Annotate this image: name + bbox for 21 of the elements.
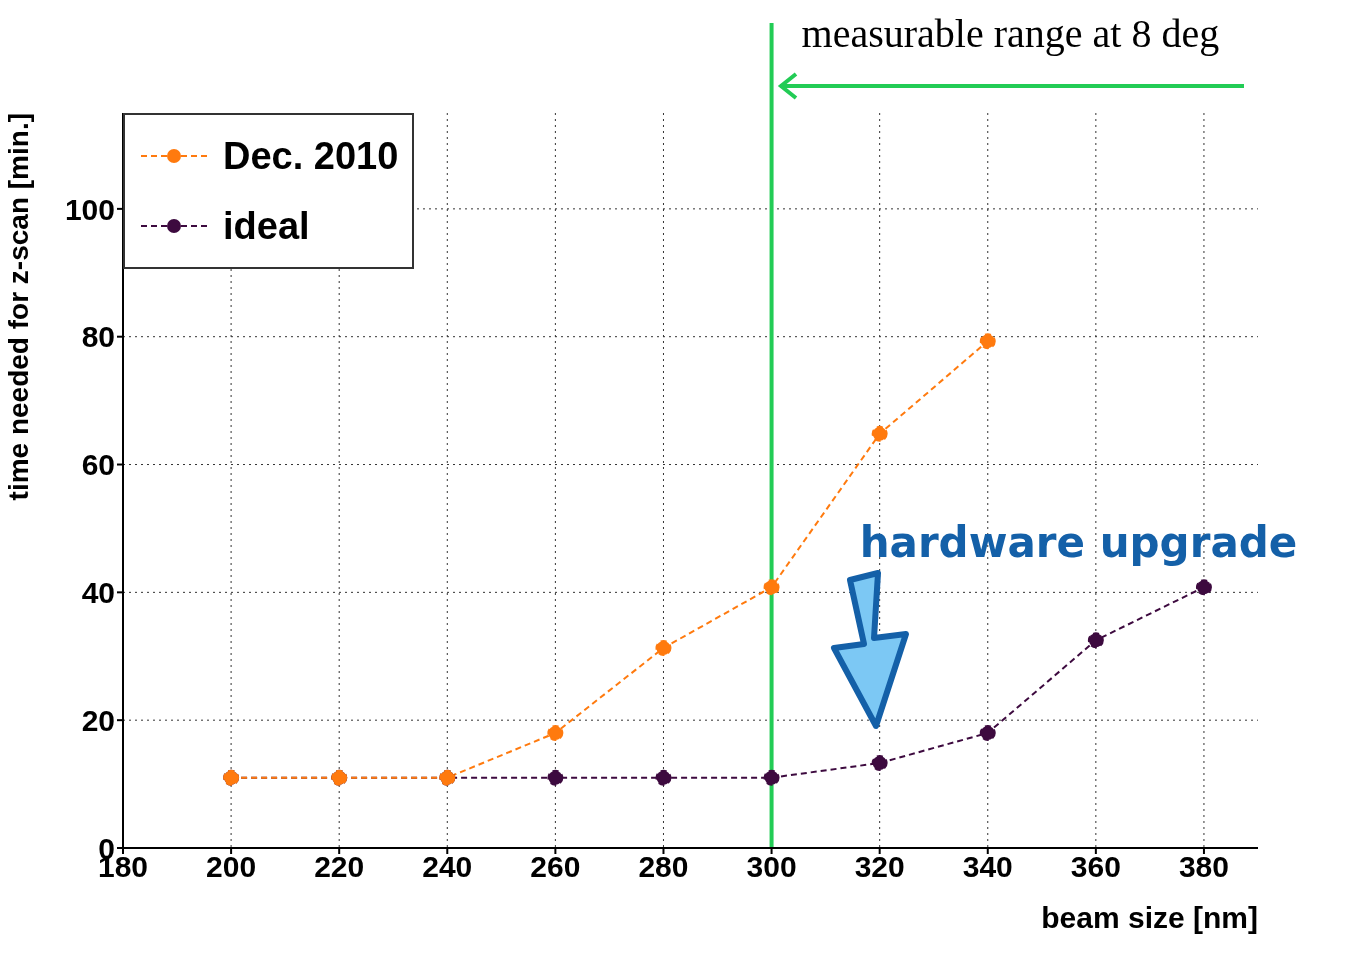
annotation: hardware upgrade	[859, 518, 1298, 567]
ref-line-label: measurable range at 8 deg	[801, 10, 1220, 57]
y-tick-label: 40	[81, 576, 115, 609]
y-tick-label: 20	[81, 703, 115, 737]
legend-label: Dec. 2010	[222, 134, 399, 179]
x-tick-label: 340	[962, 850, 1013, 884]
x-tick-label: 280	[638, 850, 689, 884]
y-tick-label: 100	[64, 192, 115, 226]
x-tick-label: 300	[746, 850, 797, 884]
x-tick-label: 240	[422, 850, 473, 884]
x-tick-label: 200	[206, 850, 257, 884]
x-axis-title: beam size [nm]	[1041, 901, 1258, 934]
y-tick-label: 80	[81, 320, 115, 354]
y-tick-label: 60	[81, 448, 115, 482]
x-tick-label: 220	[314, 850, 365, 884]
x-tick-label: 380	[1178, 850, 1229, 884]
legend-label: ideal	[222, 204, 311, 249]
y-axis-title: time needed for z-scan [min.]	[2, 113, 34, 501]
x-tick-label: 360	[1070, 850, 1121, 884]
x-tick-label: 320	[854, 850, 905, 884]
x-tick-label: 260	[530, 850, 581, 884]
